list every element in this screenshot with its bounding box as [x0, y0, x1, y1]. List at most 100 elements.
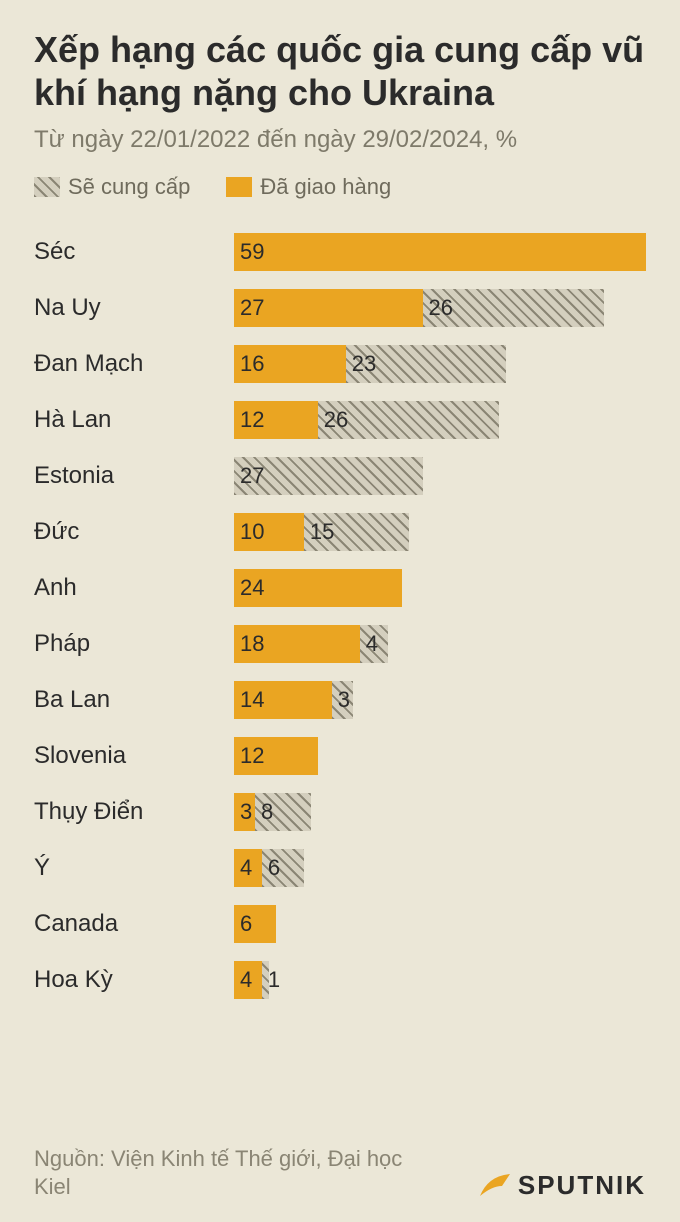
country-label: Estonia: [34, 462, 234, 490]
chart-row: Đức10 15: [34, 504, 646, 560]
value-delivered: 59: [240, 239, 264, 265]
chart-title: Xếp hạng các quốc gia cung cấp vũ khí hạ…: [34, 28, 646, 114]
bar-segment-pledged: 1: [262, 961, 269, 999]
country-label: Ba Lan: [34, 686, 234, 714]
value-delivered: 10: [240, 519, 264, 545]
value-pledged: 6: [268, 855, 280, 881]
value-delivered: 3: [240, 799, 252, 825]
bar-segment-delivered: 59: [234, 233, 646, 271]
chart-row: Anh24: [34, 560, 646, 616]
chart-row: Slovenia12: [34, 728, 646, 784]
country-label: Đức: [34, 518, 234, 546]
legend-swatch-pledged: [34, 177, 60, 197]
value-delivered: 12: [240, 407, 264, 433]
chart-row: Ý46: [34, 840, 646, 896]
bar-segment-delivered: 27: [234, 289, 423, 327]
value-pledged: 26: [429, 295, 453, 321]
bar-segment-delivered: 4: [234, 849, 262, 887]
value-pledged: 8: [261, 799, 273, 825]
bar-segment-pledged: 26: [423, 289, 605, 327]
chart-subtitle: Từ ngày 22/01/2022 đến ngày 29/02/2024, …: [34, 126, 646, 154]
bar-area: 18 4: [234, 625, 646, 663]
bar-segment-delivered: 10: [234, 513, 304, 551]
bar-segment-delivered: 12: [234, 737, 318, 775]
bar-segment-delivered: 24: [234, 569, 402, 607]
bar-segment-pledged: 4: [360, 625, 388, 663]
legend-item-delivered: Đã giao hàng: [226, 174, 391, 200]
value-delivered: 12: [240, 743, 264, 769]
bar-area: 59: [234, 233, 646, 271]
value-delivered: 4: [240, 855, 252, 881]
bar-area: 12 26: [234, 401, 646, 439]
country-label: Anh: [34, 574, 234, 602]
bar-segment-delivered: 3: [234, 793, 255, 831]
chart-row: Na Uy27 26: [34, 280, 646, 336]
value-delivered: 6: [240, 911, 252, 937]
brand-logo: SPUTNIK: [478, 1168, 646, 1202]
value-pledged: 26: [324, 407, 348, 433]
chart-row: Séc59: [34, 224, 646, 280]
country-label: Pháp: [34, 630, 234, 658]
value-pledged: 3: [338, 687, 350, 713]
footer: Nguồn: Viện Kinh tế Thế giới, Đại học Ki…: [34, 1145, 646, 1202]
bar-segment-pledged: 26: [318, 401, 500, 439]
chart-row: Đan Mạch1623: [34, 336, 646, 392]
bar-area: 41: [234, 961, 646, 999]
bar-segment-pledged: 23: [346, 345, 507, 383]
chart-row: Hà Lan12 26: [34, 392, 646, 448]
value-delivered: 24: [240, 575, 264, 601]
value-pledged: 15: [310, 519, 334, 545]
bar-area: 6: [234, 905, 646, 943]
bar-area: 1623: [234, 345, 646, 383]
value-delivered: 4: [240, 967, 252, 993]
country-label: Hoa Kỳ: [34, 966, 234, 994]
chart-row: Ba Lan14 3: [34, 672, 646, 728]
bar-area: 27: [234, 457, 646, 495]
country-label: Slovenia: [34, 742, 234, 770]
bar-segment-pledged: 15: [304, 513, 409, 551]
bar-area: 10 15: [234, 513, 646, 551]
chart-row: Estonia27: [34, 448, 646, 504]
chart-row: Hoa Kỳ41: [34, 952, 646, 1008]
bar-segment-pledged: 3: [332, 681, 353, 719]
legend-label-pledged: Sẽ cung cấp: [68, 174, 190, 200]
value-delivered: 14: [240, 687, 264, 713]
bar-area: 14 3: [234, 681, 646, 719]
country-label: Séc: [34, 238, 234, 266]
value-pledged: 1: [268, 967, 280, 993]
bar-area: 46: [234, 849, 646, 887]
legend: Sẽ cung cấp Đã giao hàng: [34, 174, 646, 200]
bar-segment-delivered: 4: [234, 961, 262, 999]
bar-area: 24: [234, 569, 646, 607]
bar-segment-pledged: 8: [255, 793, 311, 831]
value-delivered: 16: [240, 351, 264, 377]
sputnik-icon: [478, 1168, 512, 1202]
bar-segment-pledged: 6: [262, 849, 304, 887]
source-text: Nguồn: Viện Kinh tế Thế giới, Đại học Ki…: [34, 1145, 414, 1202]
chart-row: Thụy Điển38: [34, 784, 646, 840]
bar-segment-delivered: 18: [234, 625, 360, 663]
bar-segment-delivered: 16: [234, 345, 346, 383]
country-label: Na Uy: [34, 294, 234, 322]
bar-segment-delivered: 12: [234, 401, 318, 439]
bar-segment-delivered: 14: [234, 681, 332, 719]
bar-area: 12: [234, 737, 646, 775]
brand-text: SPUTNIK: [518, 1170, 646, 1201]
country-label: Hà Lan: [34, 406, 234, 434]
value-pledged: 4: [366, 631, 378, 657]
country-label: Ý: [34, 854, 234, 882]
value-delivered: 18: [240, 631, 264, 657]
value-delivered: 27: [240, 295, 264, 321]
chart-row: Canada6: [34, 896, 646, 952]
country-label: Thụy Điển: [34, 798, 234, 826]
chart-row: Pháp18 4: [34, 616, 646, 672]
bar-area: 27 26: [234, 289, 646, 327]
country-label: Đan Mạch: [34, 350, 234, 378]
legend-swatch-delivered: [226, 177, 252, 197]
value-pledged: 23: [352, 351, 376, 377]
bar-segment-pledged: 27: [234, 457, 423, 495]
legend-item-pledged: Sẽ cung cấp: [34, 174, 190, 200]
bar-chart: Séc59Na Uy2726Đan Mạch1623Hà Lan1226Esto…: [34, 224, 646, 1008]
bar-segment-delivered: 6: [234, 905, 276, 943]
value-pledged: 27: [240, 463, 264, 489]
